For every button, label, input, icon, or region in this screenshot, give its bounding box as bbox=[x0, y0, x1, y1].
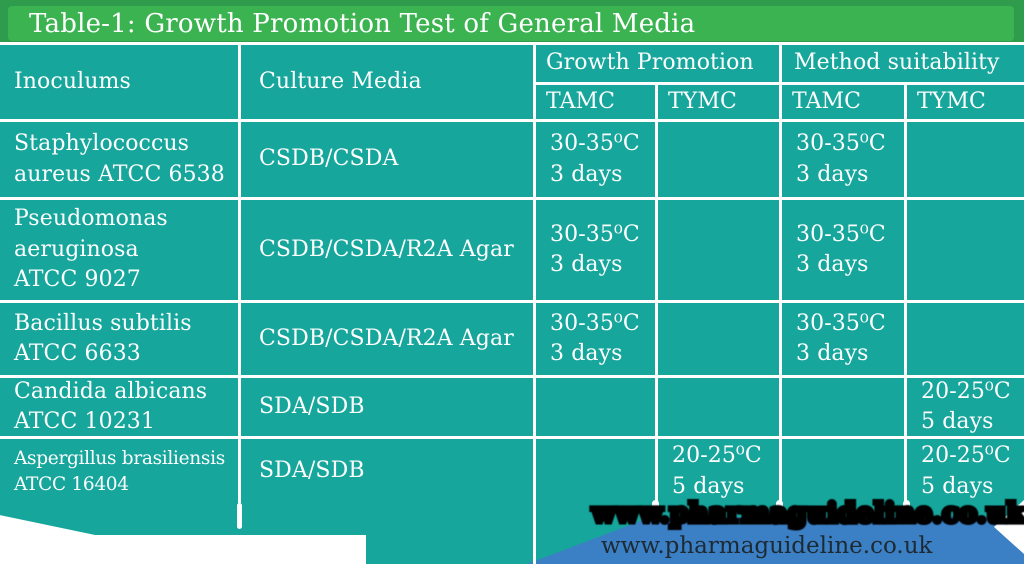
row2-gp-tymc bbox=[658, 200, 779, 300]
header-ms-tymc: TYMC bbox=[907, 85, 1024, 119]
row2-gp-tamc: 30-35⁰C 3 days bbox=[536, 200, 655, 300]
row3-ms-tymc bbox=[907, 303, 1024, 375]
row4-ms-tymc: 20-25⁰C 5 days bbox=[907, 378, 1024, 436]
row1-gp-tamc: 30-35⁰C 3 days bbox=[536, 122, 655, 197]
growth-promotion-table: Inoculums Culture Media Growth Promotion… bbox=[0, 45, 1024, 504]
row4-ms-tamc bbox=[782, 378, 904, 436]
header-culture-media: Culture Media bbox=[241, 45, 533, 119]
header-growth-promotion: Growth Promotion bbox=[536, 45, 779, 82]
row4-gp-tymc bbox=[658, 378, 779, 436]
row4-gp-tamc bbox=[536, 378, 655, 436]
row2-ms-tymc bbox=[907, 200, 1024, 300]
table-footer-left-shape bbox=[0, 503, 366, 535]
row1-gp-tymc bbox=[658, 122, 779, 197]
row1-ms-tymc bbox=[907, 122, 1024, 197]
row2-ms-tamc: 30-35⁰C 3 days bbox=[782, 200, 904, 300]
row2-inoculum: Pseudomonas aeruginosa ATCC 9027 bbox=[0, 200, 238, 300]
row5-gp-tymc: 20-25⁰C 5 days bbox=[658, 439, 779, 504]
header-inoculums: Inoculums bbox=[0, 45, 238, 119]
gridline-tip-col5 bbox=[903, 500, 910, 524]
title-band: Table-1: Growth Promotion Test of Genera… bbox=[8, 6, 1014, 41]
header-gp-tymc: TYMC bbox=[658, 85, 779, 119]
watermark-url: www.pharmaguideline.co.uk bbox=[601, 533, 933, 559]
row2-culture-media: CSDB/CSDA/R2A Agar bbox=[241, 200, 533, 300]
header-method-suitability: Method suitability bbox=[782, 45, 1024, 82]
row4-culture-media: SDA/SDB bbox=[241, 378, 533, 436]
gridline-tip-col4 bbox=[776, 500, 783, 524]
row4-inoculum: Candida albicans ATCC 10231 bbox=[0, 378, 238, 436]
row1-inoculum: Staphylococcus aureus ATCC 6538 bbox=[0, 122, 238, 197]
watermark-url-bold: www.pharmaguideline.co.uk bbox=[589, 496, 1024, 532]
row5-ms-tymc: 20-25⁰C 5 days bbox=[907, 439, 1024, 504]
row1-culture-media: CSDB/CSDA bbox=[241, 122, 533, 197]
gridline-tip-col3 bbox=[652, 500, 659, 524]
row3-inoculum: Bacillus subtilis ATCC 6633 bbox=[0, 303, 238, 375]
row5-inoculum: Aspergillus brasiliensis ATCC 16404 bbox=[0, 439, 238, 504]
row3-gp-tymc bbox=[658, 303, 779, 375]
header-ms-tamc: TAMC bbox=[782, 85, 904, 119]
gridline-col2 bbox=[533, 503, 536, 564]
gridline-tip-col1 bbox=[237, 503, 242, 529]
row5-ms-tamc bbox=[782, 439, 904, 504]
row3-gp-tamc: 30-35⁰C 3 days bbox=[536, 303, 655, 375]
row5-gp-tamc bbox=[536, 439, 655, 504]
row1-ms-tamc: 30-35⁰C 3 days bbox=[782, 122, 904, 197]
page-title: Table-1: Growth Promotion Test of Genera… bbox=[29, 8, 696, 39]
row3-ms-tamc: 30-35⁰C 3 days bbox=[782, 303, 904, 375]
row5-culture-media: SDA/SDB bbox=[241, 439, 533, 504]
header-gp-tamc: TAMC bbox=[536, 85, 655, 119]
row3-culture-media: CSDB/CSDA/R2A Agar bbox=[241, 303, 533, 375]
